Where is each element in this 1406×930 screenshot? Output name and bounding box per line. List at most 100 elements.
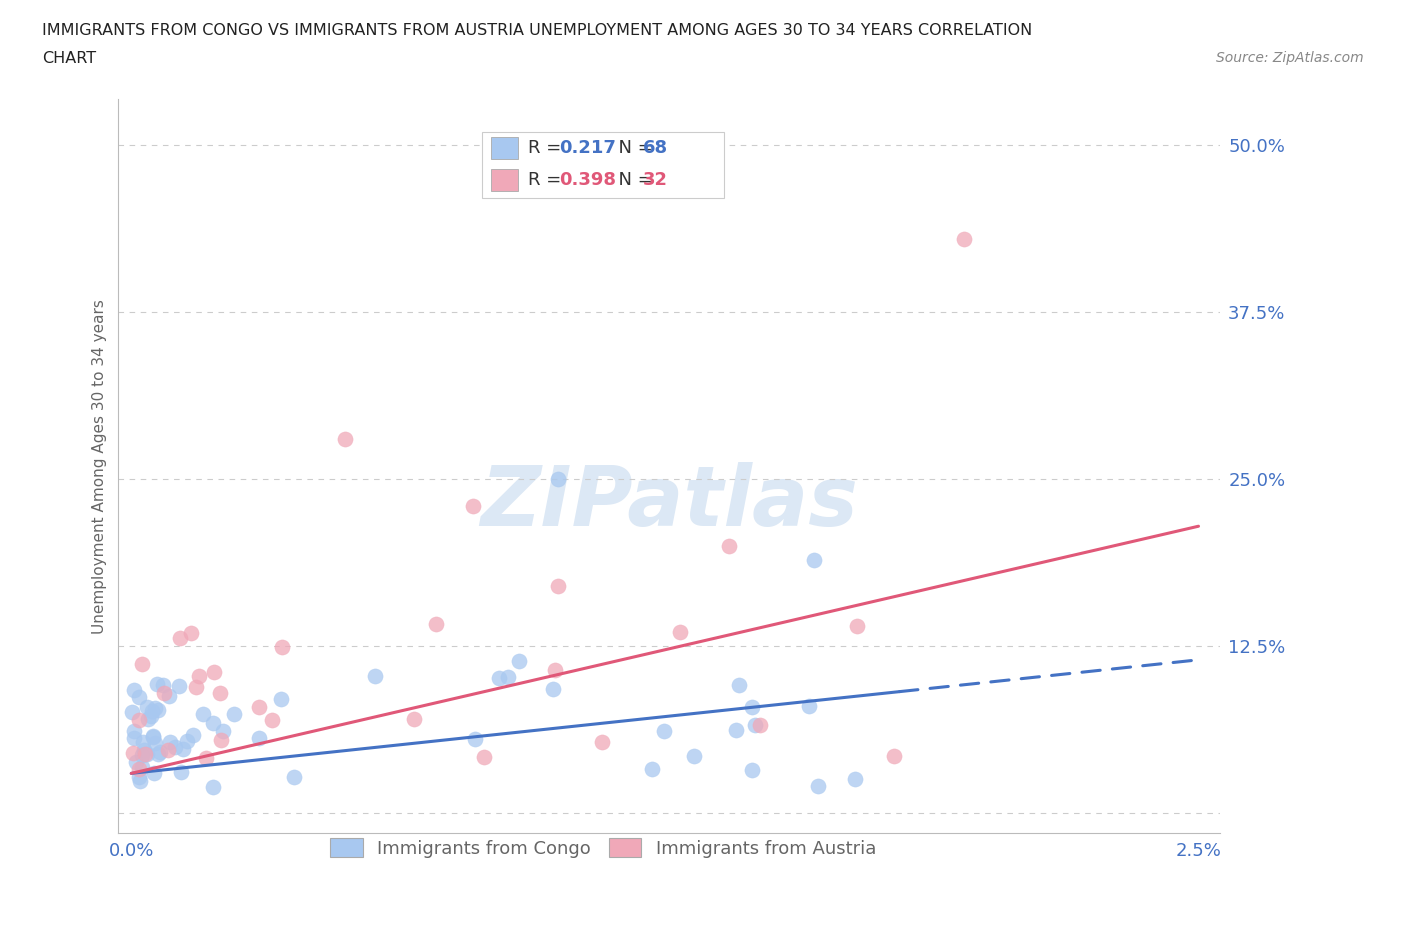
Point — [202, 779, 225, 794]
Point — [139, 709, 162, 724]
Point — [170, 764, 193, 779]
Point — [404, 711, 426, 726]
Point — [683, 749, 706, 764]
Point — [152, 686, 174, 701]
Point — [156, 742, 179, 757]
Point — [741, 763, 763, 777]
Point — [145, 676, 167, 691]
Point — [496, 670, 519, 684]
Point — [136, 746, 159, 761]
Point — [209, 685, 232, 700]
Point — [143, 700, 166, 715]
Point — [131, 760, 153, 775]
Point — [202, 664, 225, 679]
Point — [844, 772, 866, 787]
Point — [176, 734, 198, 749]
Point — [741, 699, 763, 714]
Point — [641, 762, 664, 777]
Point — [134, 746, 156, 761]
Point — [180, 625, 202, 640]
Point — [247, 700, 270, 715]
Point — [129, 774, 152, 789]
Text: 32: 32 — [643, 170, 668, 189]
Point — [128, 762, 150, 777]
Text: CHART: CHART — [42, 51, 96, 66]
Point — [283, 770, 305, 785]
Point — [132, 735, 155, 750]
Legend: Immigrants from Congo, Immigrants from Austria: Immigrants from Congo, Immigrants from A… — [323, 831, 883, 865]
Point — [121, 705, 143, 720]
Point — [211, 724, 233, 738]
Point — [143, 735, 166, 750]
Point — [165, 739, 187, 754]
Y-axis label: Unemployment Among Ages 30 to 34 years: Unemployment Among Ages 30 to 34 years — [93, 299, 107, 633]
Point — [547, 472, 569, 487]
Point — [845, 618, 868, 633]
Point — [727, 678, 749, 693]
Point — [425, 617, 447, 631]
Point — [260, 712, 283, 727]
Point — [128, 769, 150, 784]
Point — [270, 691, 292, 706]
Point — [121, 746, 143, 761]
Text: 68: 68 — [643, 139, 668, 157]
Point — [122, 731, 145, 746]
Point — [167, 678, 190, 693]
Text: R =: R = — [529, 170, 567, 189]
Point — [952, 232, 974, 246]
FancyBboxPatch shape — [491, 168, 519, 191]
Point — [193, 707, 215, 722]
Point — [247, 730, 270, 745]
Point — [717, 538, 740, 553]
Point — [186, 680, 208, 695]
Point — [333, 432, 356, 446]
Point — [142, 729, 165, 744]
Text: N =: N = — [607, 139, 659, 157]
Point — [363, 669, 385, 684]
Point — [159, 734, 181, 749]
Point — [136, 711, 159, 726]
Point — [148, 746, 170, 761]
Point — [141, 703, 163, 718]
Point — [188, 669, 211, 684]
Text: ZIPatlas: ZIPatlas — [481, 462, 858, 543]
Point — [541, 682, 564, 697]
Point — [146, 702, 169, 717]
Point — [461, 498, 484, 513]
Point — [128, 712, 150, 727]
Point — [142, 730, 165, 745]
Text: Source: ZipAtlas.com: Source: ZipAtlas.com — [1216, 51, 1364, 65]
Point — [125, 754, 148, 769]
Text: 0.398: 0.398 — [560, 170, 616, 189]
Point — [472, 749, 495, 764]
Point — [135, 700, 157, 715]
Text: 0.217: 0.217 — [560, 139, 616, 157]
Point — [195, 751, 218, 766]
Point — [744, 717, 766, 732]
Point — [749, 717, 772, 732]
Point — [128, 689, 150, 704]
Point — [209, 732, 232, 747]
Text: IMMIGRANTS FROM CONGO VS IMMIGRANTS FROM AUSTRIA UNEMPLOYMENT AMONG AGES 30 TO 3: IMMIGRANTS FROM CONGO VS IMMIGRANTS FROM… — [42, 23, 1032, 38]
Point — [807, 778, 830, 793]
Point — [169, 631, 191, 645]
Point — [222, 706, 245, 721]
Point — [544, 663, 567, 678]
Point — [591, 735, 613, 750]
Point — [157, 688, 180, 703]
Point — [134, 742, 156, 757]
Point — [131, 747, 153, 762]
Point — [725, 723, 748, 737]
Point — [172, 741, 194, 756]
Point — [547, 578, 569, 593]
Point — [508, 654, 530, 669]
Point — [202, 716, 225, 731]
Point — [149, 745, 172, 760]
Point — [152, 677, 174, 692]
Point — [799, 698, 821, 713]
Point — [122, 724, 145, 738]
Point — [464, 732, 486, 747]
Point — [883, 748, 905, 763]
Point — [652, 724, 675, 738]
Text: N =: N = — [607, 170, 659, 189]
